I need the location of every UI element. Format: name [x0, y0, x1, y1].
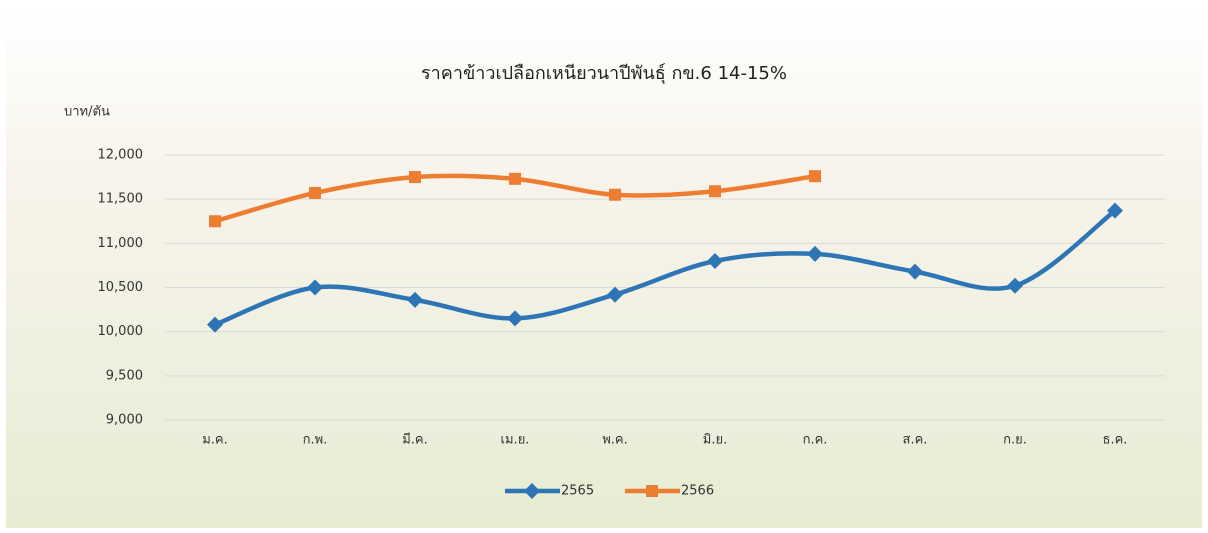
marker — [507, 310, 523, 327]
series-line — [212, 208, 1118, 327]
y-tick-label: 11,000 — [98, 236, 144, 251]
legend-label: 2565 — [561, 484, 594, 499]
marker — [1007, 277, 1023, 294]
marker — [807, 245, 823, 262]
x-tick-label: ก.ย. — [1003, 433, 1027, 448]
marker — [607, 286, 623, 303]
marker — [809, 170, 821, 183]
marker — [409, 171, 421, 184]
marker — [646, 485, 658, 497]
marker — [309, 186, 321, 199]
background — [6, 8, 1202, 528]
y-tick-label: 9,500 — [106, 368, 143, 383]
marker — [609, 188, 621, 201]
x-tick-label: มี.ค. — [402, 432, 428, 448]
marker — [207, 316, 223, 333]
marker — [307, 279, 323, 296]
x-tick-label: ก.พ. — [303, 433, 328, 448]
y-tick-label: 9,000 — [106, 413, 143, 428]
x-tick-label: ส.ค. — [903, 433, 928, 448]
marker — [407, 291, 423, 308]
x-tick-label: มิ.ย. — [703, 433, 727, 448]
x-tick-label: ก.ค. — [803, 433, 828, 448]
marker — [707, 253, 723, 269]
marker — [509, 172, 521, 185]
marker — [524, 483, 540, 499]
y-axis-label: บาท/ตัน — [64, 105, 110, 120]
marker — [1107, 202, 1123, 219]
marker — [907, 263, 923, 280]
x-tick-label: ธ.ค. — [1103, 433, 1128, 448]
y-tick-label: 10,500 — [98, 280, 144, 295]
x-tick-label: เม.ย. — [501, 433, 530, 448]
y-tick-label: 11,500 — [98, 192, 144, 207]
y-tick-label: 12,000 — [98, 148, 144, 163]
x-tick-label: ม.ค. — [202, 433, 228, 448]
legend-label: 2566 — [681, 484, 714, 499]
x-tick-label: พ.ค. — [602, 433, 628, 448]
chart-title: ราคาข้าวเปลือกเหนียวนาปีพันธุ์ กข.6 14-1… — [421, 63, 787, 84]
y-tick-label: 10,000 — [98, 324, 144, 339]
marker — [209, 215, 221, 228]
marker — [709, 185, 721, 198]
